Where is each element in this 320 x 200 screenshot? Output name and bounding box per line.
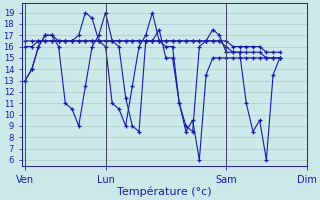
- X-axis label: Température (°c): Température (°c): [117, 186, 212, 197]
